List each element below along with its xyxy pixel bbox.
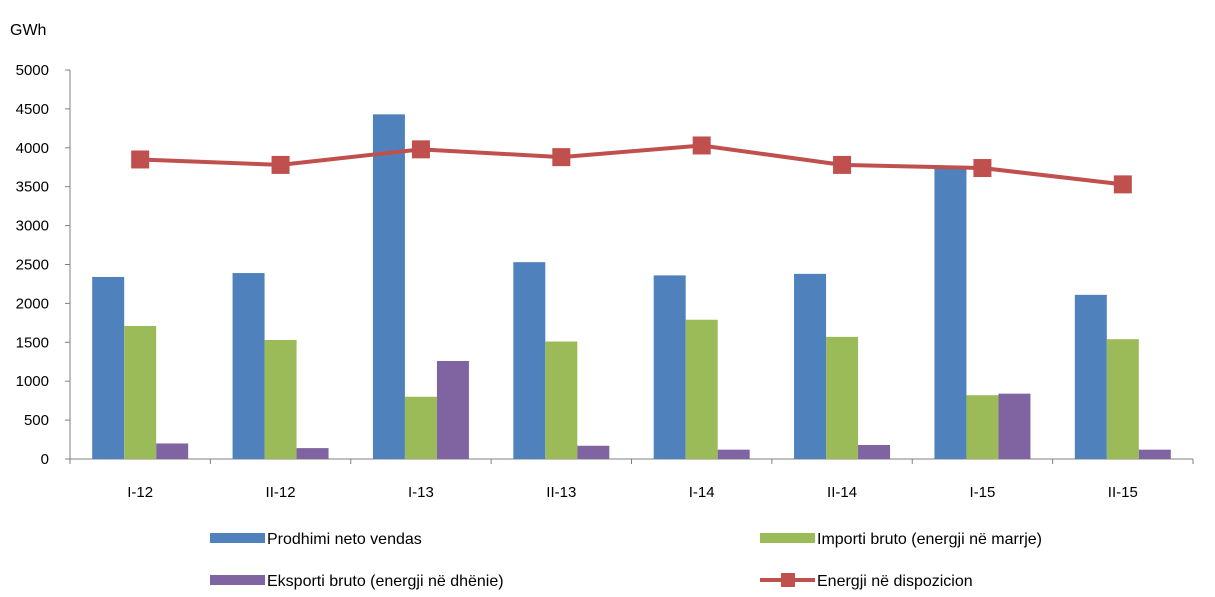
y-tick-label: 1000 — [16, 373, 49, 390]
bar-series-2 — [545, 341, 578, 459]
line-point-marker — [692, 136, 711, 155]
x-tick-label: I-12 — [127, 484, 153, 501]
x-tick-label: II-13 — [546, 484, 576, 501]
line-layer — [131, 136, 1132, 194]
bar-series-3 — [577, 445, 610, 459]
line-point-marker — [1113, 175, 1132, 194]
legend-swatch-3 — [210, 575, 265, 585]
bar-series-2 — [966, 395, 999, 459]
bar-series-1 — [372, 114, 405, 459]
bar-series-3 — [296, 448, 329, 459]
x-axis: I-12 II-12 I-13 II-13 I-14 II-14 I-15 II-15 — [69, 458, 1194, 501]
bar-series-2 — [685, 319, 718, 459]
legend: Prodhimi neto vendas Importi bruto (energ… — [210, 531, 1042, 590]
y-tick-label: 3000 — [16, 218, 49, 235]
y-tick-label: 1500 — [16, 334, 49, 351]
bars-layer — [92, 114, 1171, 459]
line-point-marker — [552, 148, 571, 167]
y-axis-unit-label: GWh — [10, 22, 46, 39]
x-tick-label: II-14 — [827, 484, 857, 501]
y-tick-label: 2000 — [16, 295, 49, 312]
bar-series-3 — [998, 393, 1031, 459]
legend-swatch-1 — [210, 533, 265, 543]
x-tick-label: I-15 — [970, 484, 996, 501]
bar-series-2 — [124, 325, 157, 459]
x-tick-label: I-14 — [689, 484, 715, 501]
bar-series-3 — [1138, 449, 1171, 459]
bar-series-1 — [513, 262, 546, 459]
line-energji-ne-dispozicion — [140, 143, 1124, 187]
y-tick-label: 5000 — [16, 62, 49, 79]
y-tick-label: 0 — [41, 451, 49, 468]
bar-series-1 — [653, 275, 686, 459]
y-tick-label: 3500 — [16, 179, 49, 196]
bar-series-1 — [92, 276, 125, 459]
y-tick-label: 2500 — [16, 257, 49, 274]
bar-series-3 — [436, 360, 469, 459]
x-tick-label: II-12 — [266, 484, 296, 501]
bar-series-1 — [1074, 294, 1107, 459]
line-point-marker — [131, 150, 150, 169]
bar-series-1 — [794, 273, 827, 459]
bar-series-3 — [156, 443, 189, 459]
legend-swatch-2 — [760, 533, 815, 543]
legend-marker — [781, 573, 795, 587]
line-point-marker — [833, 155, 852, 174]
bar-series-2 — [826, 336, 859, 459]
bar-series-3 — [858, 444, 891, 459]
bar-series-1 — [934, 168, 967, 459]
y-tick-label: 4000 — [16, 140, 49, 157]
line-point-marker — [973, 159, 992, 178]
x-tick-label: II-15 — [1108, 484, 1138, 501]
bar-series-2 — [404, 396, 437, 459]
bar-series-2 — [1106, 339, 1139, 459]
legend-label-1: Prodhimi neto vendas — [267, 531, 422, 548]
legend-label-3: Eksporti bruto (energji në dhënie) — [267, 573, 504, 590]
y-axis: 0 500 1000 1500 2000 2500 3000 3500 4000 4500 5000 — [16, 62, 71, 468]
x-tick-label: I-13 — [408, 484, 434, 501]
bar-series-3 — [717, 449, 750, 459]
y-tick-label: 4500 — [16, 101, 49, 118]
line-point-marker — [271, 155, 290, 174]
y-tick-label: 500 — [24, 412, 49, 429]
line-point-marker — [411, 140, 430, 159]
bar-series-1 — [232, 273, 265, 459]
legend-label-2: Importi bruto (energji në marrje) — [817, 531, 1042, 548]
legend-label-4: Energji në dispozicion — [817, 573, 973, 590]
bar-series-2 — [264, 339, 297, 459]
